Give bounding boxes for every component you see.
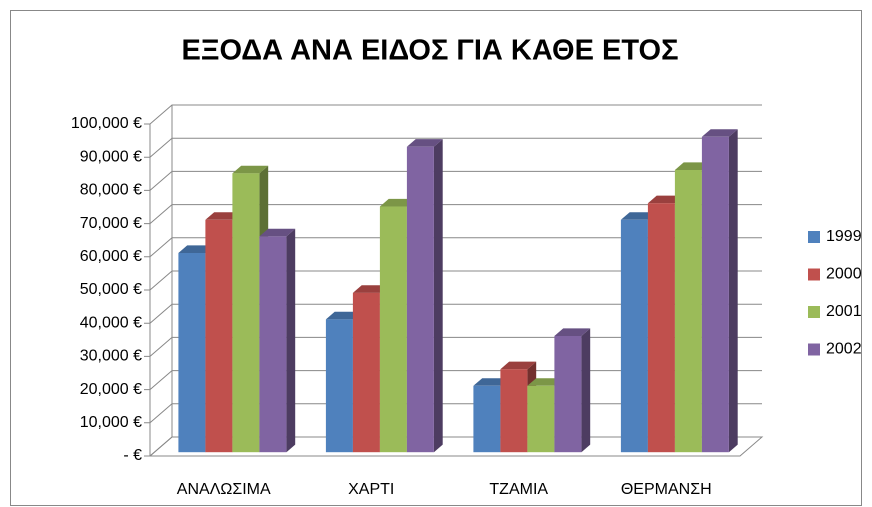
bar-front (473, 385, 501, 453)
bar-top (647, 195, 684, 204)
grid-line (144, 104, 762, 125)
bar-top (674, 162, 711, 170)
bar-front (647, 203, 675, 453)
grid-line (144, 204, 762, 225)
legend-swatch (808, 231, 820, 243)
y-tick-label: 40,000 € (80, 314, 142, 331)
bar-front (406, 146, 434, 453)
bar-front (178, 253, 206, 453)
bar-front (205, 219, 233, 453)
bar-top (701, 129, 738, 137)
bar (554, 328, 591, 453)
x-tick-label: ΑΝΑΛΩΣΙΜΑ (177, 481, 271, 498)
bar-side (728, 129, 738, 453)
legend-label: 2001 (826, 303, 862, 320)
grid-line (144, 436, 762, 457)
bar-side (286, 228, 296, 453)
legend-swatch (808, 343, 820, 356)
y-tick-label: 60,000 € (80, 248, 142, 265)
y-tick-label: 50,000 € (80, 281, 142, 298)
grid-line (144, 370, 762, 391)
bar-top (527, 378, 564, 386)
bar-front (352, 292, 380, 453)
y-tick-label: 100,000 € (71, 115, 142, 132)
y-tick-label: - € (123, 447, 142, 464)
grid-line (144, 336, 762, 357)
bar-front (500, 369, 528, 453)
grid-line (144, 137, 762, 158)
bar-top (259, 228, 296, 237)
grid-line (144, 403, 762, 424)
legend-swatch (808, 268, 820, 281)
y-tick-label: 30,000 € (80, 348, 142, 365)
bar-front (701, 136, 729, 453)
bar-front (325, 319, 353, 453)
y-tick-label: 80,000 € (80, 182, 142, 199)
legend-label: 2002 (826, 341, 862, 358)
bar-top (473, 378, 510, 386)
y-tick-label: 70,000 € (80, 215, 142, 232)
bar-top (554, 328, 591, 336)
bar (406, 139, 443, 453)
y-tick-label: 10,000 € (80, 414, 142, 431)
grid-line (144, 170, 762, 191)
bar-top (352, 285, 389, 293)
bar-top (205, 212, 242, 220)
bar-side (581, 328, 591, 453)
x-tick-label: ΧΑΡΤΙ (348, 481, 394, 498)
bar-top (379, 198, 416, 207)
bar-front (379, 206, 407, 453)
grid-line (144, 270, 762, 291)
bar-top (620, 212, 657, 220)
grid-line (144, 303, 762, 324)
x-tick-label: ΘΕΡΜΑΝΣΗ (621, 481, 712, 498)
bar-front (259, 236, 287, 453)
legend-label: 2000 (826, 266, 862, 283)
bar-top (232, 165, 269, 174)
bar-top (178, 245, 215, 253)
grid-line (144, 237, 762, 258)
bar-front (620, 219, 648, 453)
bar-top (406, 139, 443, 147)
bar-top (325, 311, 362, 320)
bar-front (554, 336, 582, 453)
x-tick-label: ΤΖΑΜΙΑ (489, 481, 548, 498)
chart-title: ΕΞΟΔΑ ΑΝΑ ΕΙΔΟΣ ΓΙΑ ΚΑΘΕ ΕΤΟΣ (182, 35, 679, 67)
bar-side (433, 139, 443, 453)
bar-front (674, 170, 702, 453)
bar-front (232, 173, 260, 453)
bar-front (527, 385, 555, 453)
bar (259, 228, 296, 453)
legend-label: 1999 (826, 228, 862, 245)
legend-swatch (808, 306, 820, 318)
y-tick-label: 90,000 € (80, 148, 142, 165)
bar (701, 129, 738, 453)
bar-top (500, 361, 537, 370)
y-tick-label: 20,000 € (80, 381, 142, 398)
